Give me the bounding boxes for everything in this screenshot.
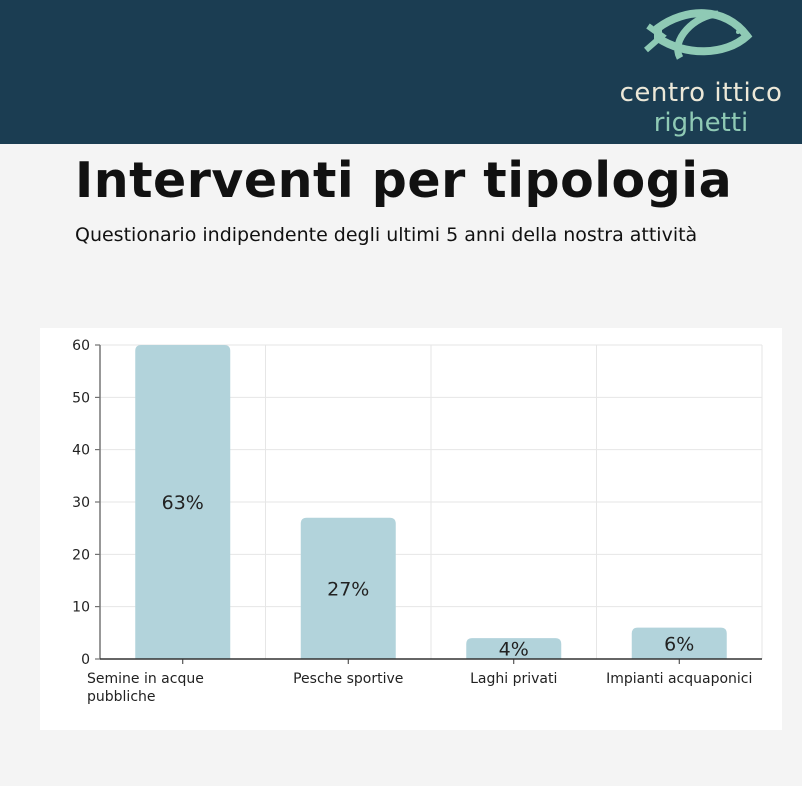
bar-data-label: 27%	[327, 578, 369, 600]
page-subtitle: Questionario indipendente degli ultimi 5…	[75, 224, 698, 246]
y-tick-label: 10	[72, 600, 90, 616]
logo-text-line1: centro ittico	[619, 78, 783, 108]
x-tick-label: Semine in acque	[87, 671, 204, 687]
bar-data-label: 4%	[499, 639, 529, 661]
bar	[631, 627, 727, 659]
bar-chart: 0 10 20 30 40 50 60 63% Semine in acque pubbliche…	[72, 338, 763, 705]
bar	[300, 517, 396, 659]
y-tick-label: 20	[72, 547, 90, 563]
logo-text-line2: righetti	[653, 108, 749, 138]
y-tick-label: 50	[72, 390, 90, 406]
bar-data-label: 63%	[162, 492, 204, 514]
x-tick-label: Impianti acquaponici	[606, 671, 752, 687]
bar	[135, 345, 231, 659]
x-tick-label: pubbliche	[87, 689, 156, 705]
page-title: Interventi per tipologia	[75, 152, 733, 209]
y-tick-label: 30	[72, 495, 90, 511]
bar	[466, 638, 562, 659]
x-tick-label: Laghi privati	[470, 671, 557, 687]
fish-logo-icon	[644, 9, 753, 60]
brand-logo: centro ittico righetti	[600, 0, 802, 144]
bar-data-label: 6%	[664, 633, 694, 655]
y-tick-label: 0	[81, 652, 90, 668]
y-tick-label: 60	[72, 338, 90, 354]
x-tick-label: Pesche sportive	[293, 671, 403, 687]
chart-card: 0 10 20 30 40 50 60 63% Semine in acque pubbliche…	[40, 328, 782, 730]
header-banner: centro ittico righetti	[0, 0, 802, 144]
y-tick-label: 40	[72, 443, 90, 459]
